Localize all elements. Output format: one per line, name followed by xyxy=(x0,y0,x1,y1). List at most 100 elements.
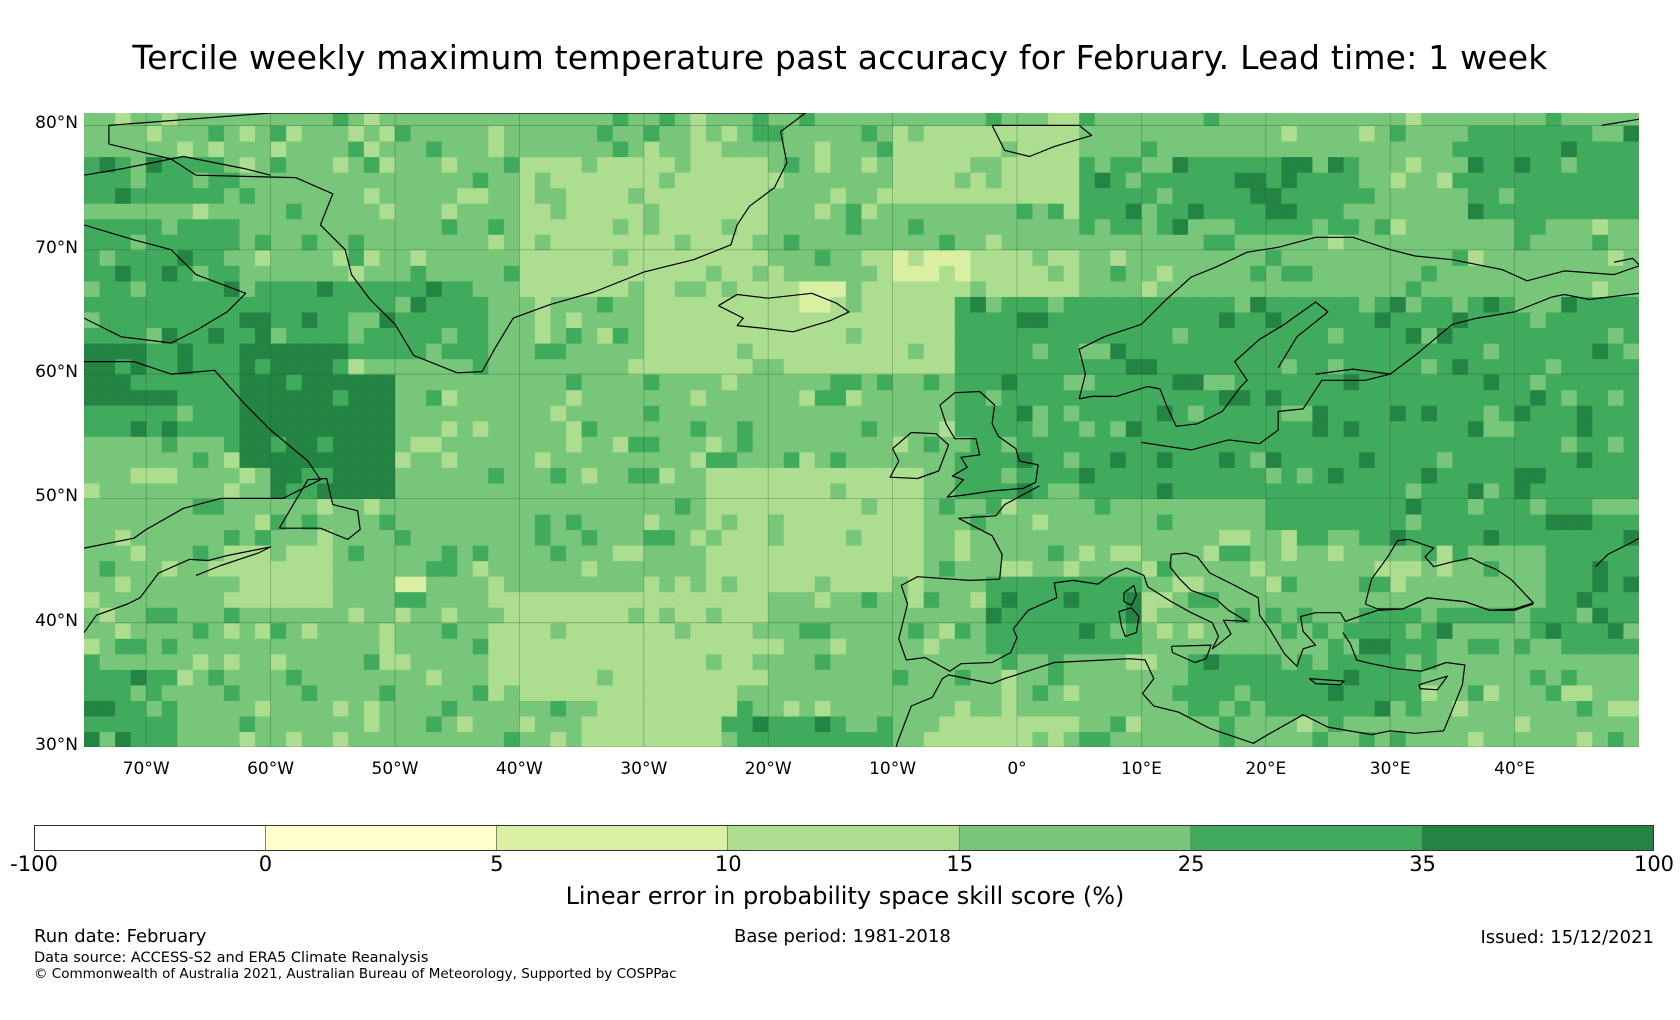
grid-cell xyxy=(1467,420,1485,437)
grid-cell xyxy=(301,451,318,468)
grid-cell xyxy=(255,249,272,266)
grid-cell xyxy=(939,607,956,624)
grid-cell xyxy=(845,172,863,189)
grid-cell xyxy=(1499,296,1516,313)
grid-cell xyxy=(861,529,878,546)
grid-cell xyxy=(1576,638,1593,655)
grid-cell xyxy=(1172,684,1189,701)
lon-tick-label: 60°W xyxy=(247,759,295,779)
grid-cell xyxy=(830,234,847,251)
grid-cell xyxy=(161,405,178,422)
grid-cell xyxy=(877,280,894,297)
grid-cell xyxy=(472,389,489,406)
grid-cell xyxy=(1374,467,1391,484)
grid-cell xyxy=(146,622,163,639)
grid-cell xyxy=(1265,498,1282,515)
grid-cell xyxy=(768,140,785,158)
grid-cell xyxy=(706,607,723,624)
grid-cell xyxy=(534,482,552,499)
grid-cell xyxy=(503,715,520,733)
grid-cell xyxy=(223,405,241,422)
grid-cell xyxy=(1219,684,1236,701)
grid-cell xyxy=(1623,467,1639,484)
grid-cell xyxy=(674,327,692,344)
grid-cell xyxy=(830,529,847,546)
grid-cell xyxy=(519,234,536,251)
grid-cell xyxy=(286,311,303,329)
grid-cell xyxy=(954,513,971,531)
grid-cell xyxy=(1001,113,1018,127)
grid-cell xyxy=(1374,218,1391,235)
grid-cell xyxy=(379,156,396,173)
lat-tick-label: 60°N xyxy=(35,362,78,383)
grid-cell xyxy=(1032,467,1049,484)
grid-cell xyxy=(457,249,474,266)
grid-cell xyxy=(301,280,318,297)
grid-cell xyxy=(192,311,209,329)
chart-title: Tercile weekly maximum temperature past … xyxy=(132,38,1548,77)
grid-cell xyxy=(581,125,598,142)
grid-cell xyxy=(177,296,194,313)
grid-cell xyxy=(1530,607,1547,624)
grid-cell xyxy=(1017,544,1034,562)
grid-cell xyxy=(861,513,878,531)
grid-cell xyxy=(752,669,769,686)
grid-cell xyxy=(1436,203,1453,220)
grid-cell xyxy=(441,203,458,220)
grid-cell xyxy=(814,265,831,282)
grid-cell xyxy=(1219,234,1236,251)
grid-cell xyxy=(161,622,178,639)
grid-cell xyxy=(659,731,676,747)
grid-cell xyxy=(1219,265,1236,282)
lon-tick-label: 0° xyxy=(1007,759,1027,779)
coastline-sardinia xyxy=(1118,607,1140,638)
grid-cell xyxy=(1359,513,1376,531)
grid-cell xyxy=(1234,172,1251,189)
grid-cell xyxy=(1436,249,1453,266)
grid-cell xyxy=(1592,591,1609,608)
grid-cell xyxy=(1343,358,1360,375)
grid-cell xyxy=(192,560,209,577)
grid-cell xyxy=(706,638,723,655)
grid-cell xyxy=(1079,638,1096,655)
grid-cell xyxy=(503,327,520,344)
grid-cell xyxy=(488,560,505,577)
grid-cell xyxy=(1141,591,1158,608)
grid-cell xyxy=(130,607,147,624)
grid-cell xyxy=(208,669,225,686)
grid-cell xyxy=(410,513,427,531)
grid-cell xyxy=(939,125,956,142)
grid-cell xyxy=(814,622,831,639)
grid-cell xyxy=(457,265,474,282)
grid-cell xyxy=(1467,700,1485,717)
grid-cell xyxy=(1374,125,1391,142)
grid-cell xyxy=(597,358,614,375)
grid-cell xyxy=(1296,576,1314,593)
grid-cell xyxy=(192,436,209,453)
grid-cell xyxy=(426,529,443,546)
grid-cell xyxy=(1141,715,1158,733)
grid-cell xyxy=(270,436,287,453)
grid-cell xyxy=(177,358,194,375)
grid-cell xyxy=(317,249,334,266)
grid-cell xyxy=(1296,296,1314,313)
grid-cell xyxy=(1607,467,1625,484)
grid-cell xyxy=(239,203,256,220)
grid-cell xyxy=(1592,374,1609,391)
grid-cell xyxy=(1405,436,1422,453)
grid-cell xyxy=(395,638,412,655)
grid-cell xyxy=(1592,187,1609,204)
grid-cell xyxy=(877,700,894,717)
grid-cell xyxy=(1203,140,1220,158)
grid-cell xyxy=(503,560,520,577)
grid-cell xyxy=(1623,374,1639,391)
grid-cell xyxy=(1436,420,1453,437)
colorbar-segment xyxy=(497,826,729,850)
grid-cell xyxy=(84,482,101,499)
grid-cell xyxy=(317,529,334,546)
grid-cell xyxy=(1421,529,1438,546)
grid-cell xyxy=(706,731,723,747)
grid-cell xyxy=(1281,374,1298,391)
grid-cell xyxy=(1110,436,1127,453)
grid-cell xyxy=(1032,218,1049,235)
